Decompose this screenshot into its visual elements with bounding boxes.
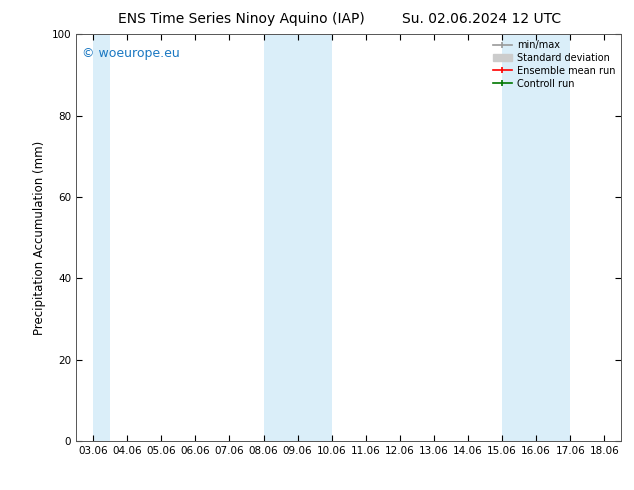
Text: Su. 02.06.2024 12 UTC: Su. 02.06.2024 12 UTC [403, 12, 561, 26]
Text: © woeurope.eu: © woeurope.eu [82, 47, 179, 59]
Bar [264, 34, 332, 441]
Text: ENS Time Series Ninoy Aquino (IAP): ENS Time Series Ninoy Aquino (IAP) [117, 12, 365, 26]
Bar [93, 34, 110, 441]
Y-axis label: Precipitation Accumulation (mm): Precipitation Accumulation (mm) [33, 141, 46, 335]
Legend: min/max, Standard deviation, Ensemble mean run, Controll run: min/max, Standard deviation, Ensemble me… [489, 36, 619, 93]
Bar [502, 34, 570, 441]
